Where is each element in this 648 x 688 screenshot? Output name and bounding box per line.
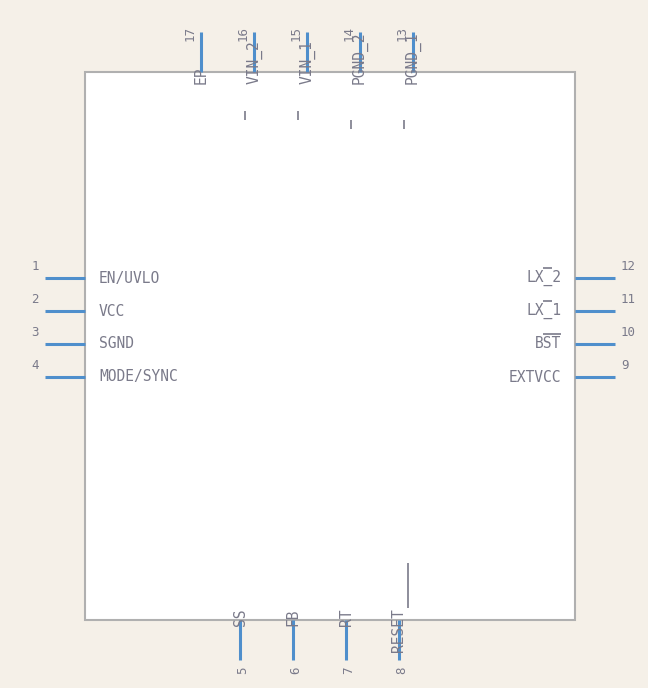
Text: EN/UVLO: EN/UVLO xyxy=(99,270,160,286)
Text: VCC: VCC xyxy=(99,303,125,319)
Text: 5: 5 xyxy=(236,666,249,674)
Text: RESET: RESET xyxy=(391,608,406,652)
Text: 1: 1 xyxy=(32,260,39,273)
Text: 6: 6 xyxy=(289,666,302,674)
Text: PGND_2: PGND_2 xyxy=(352,32,368,84)
Text: SS: SS xyxy=(233,608,248,625)
Text: 4: 4 xyxy=(32,359,39,372)
Text: 14: 14 xyxy=(343,26,356,41)
Bar xyxy=(85,72,575,620)
Text: EP: EP xyxy=(194,67,209,84)
Text: LX_2: LX_2 xyxy=(526,270,561,286)
Text: PGND_1: PGND_1 xyxy=(405,32,421,84)
Text: RT: RT xyxy=(338,608,354,625)
Text: 11: 11 xyxy=(621,293,636,306)
Text: EXTVCC: EXTVCC xyxy=(509,369,561,385)
Text: 7: 7 xyxy=(342,666,355,674)
Text: SGND: SGND xyxy=(99,336,134,352)
Text: MODE/SYNC: MODE/SYNC xyxy=(99,369,178,385)
Text: FB: FB xyxy=(286,608,301,625)
Text: LX_1: LX_1 xyxy=(526,303,561,319)
Text: 15: 15 xyxy=(290,26,303,41)
Text: 8: 8 xyxy=(395,666,408,674)
Text: VIN_2: VIN_2 xyxy=(246,41,262,84)
Text: 12: 12 xyxy=(621,260,636,273)
Text: 2: 2 xyxy=(32,293,39,306)
Text: BST: BST xyxy=(535,336,561,352)
Text: 13: 13 xyxy=(396,26,409,41)
Text: 16: 16 xyxy=(237,26,250,41)
Text: VIN_1: VIN_1 xyxy=(299,41,315,84)
Text: 17: 17 xyxy=(184,26,197,41)
Text: 9: 9 xyxy=(621,359,629,372)
Text: 10: 10 xyxy=(621,326,636,339)
Text: 3: 3 xyxy=(32,326,39,339)
